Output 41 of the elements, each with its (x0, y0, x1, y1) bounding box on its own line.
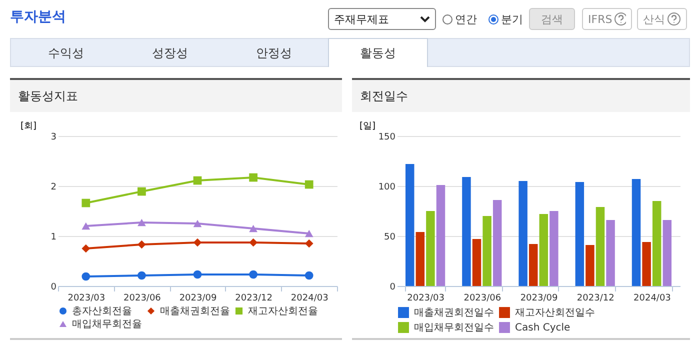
x-tick-label: 2023/09 (520, 294, 558, 304)
x-tick-label: 2024/03 (634, 294, 671, 304)
y-tick-label: 0 (50, 282, 57, 292)
legend-label: Cash Cycle (515, 322, 570, 334)
y-tick-label: 100 (378, 182, 396, 192)
text: IFRS (588, 12, 612, 26)
text: 산식 (643, 12, 665, 26)
text: 분기 (501, 12, 523, 27)
x-tick-label: 2023/06 (124, 294, 162, 304)
x-tick-label: 2023/03 (407, 294, 444, 304)
x-tick-label: 2023/03 (68, 294, 106, 304)
text: 주재무제표 (334, 12, 389, 26)
text: 활동성 (328, 38, 428, 67)
y-tick-label: 50 (384, 232, 396, 242)
y-axis-title: [회] (20, 122, 37, 132)
x-tick-label: 2023/09 (179, 294, 217, 304)
text: 검색 (541, 12, 563, 26)
chart-title: 활동성지표 (10, 80, 342, 112)
chart-title: 회전일수 (352, 80, 690, 112)
y-tick-label: 150 (378, 132, 396, 142)
legend-label: 매출채권회전일수 (414, 308, 494, 319)
text: 안정성 (255, 45, 293, 62)
text: 성장성 (151, 45, 189, 62)
legend-label: 매입채무회전일수 (414, 322, 494, 334)
y-tick-label: 0 (390, 282, 396, 292)
text: 투자분석 (10, 8, 66, 26)
text: 수익성 (47, 45, 85, 62)
x-tick-label: 2023/12 (235, 294, 272, 304)
x-tick-label: 2024/03 (290, 294, 328, 304)
x-tick-label: 2023/06 (464, 294, 502, 304)
text: 연간 (455, 12, 477, 27)
legend-label: 총자산회전율 (72, 306, 132, 317)
y-tick-label: 2 (50, 182, 56, 192)
legend-label: 재고자산회전일수 (515, 308, 595, 319)
y-tick-label: 1 (50, 232, 56, 242)
y-axis-title: [일] (360, 122, 376, 132)
legend-label: 매출채권회전율 (160, 306, 230, 317)
legend-label: 매입채무회전율 (72, 319, 142, 330)
y-tick-label: 3 (50, 132, 56, 142)
legend-label: 재고자산회전율 (248, 306, 318, 317)
x-tick-label: 2023/12 (576, 294, 614, 304)
